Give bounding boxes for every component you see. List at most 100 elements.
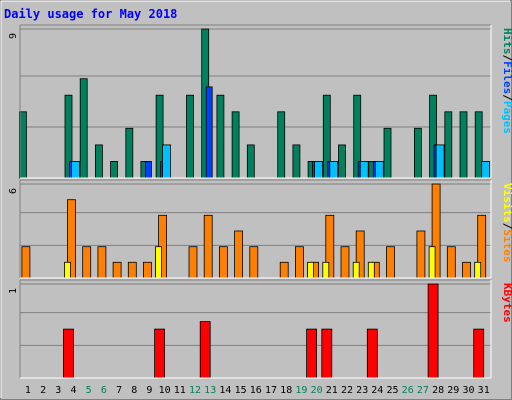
bar-hits-day-16 xyxy=(246,144,255,179)
x-tick-label-day-29: 29 xyxy=(447,385,459,396)
bar-hits-day-27 xyxy=(413,127,422,179)
bar-hits-day-12 xyxy=(186,94,194,179)
axis-legend-part: Visits xyxy=(501,183,512,223)
bar-hits-day-15 xyxy=(231,111,240,179)
x-tick-label-day-30: 30 xyxy=(462,385,474,396)
bar-kbytes-day-13 xyxy=(199,321,211,379)
bar-hits-day-22 xyxy=(338,144,346,179)
bar-visits-day-27 xyxy=(416,230,426,279)
x-tick-label-day-17: 17 xyxy=(265,385,277,396)
axis-legend-part: Hits xyxy=(501,28,512,55)
bar-hits-day-6 xyxy=(95,144,103,179)
bar-pages-day-24 xyxy=(374,160,384,179)
chart-title: Daily usage for May 2018 xyxy=(4,7,177,21)
axis-legend-part: Files xyxy=(501,61,512,94)
bar-hits-day-8 xyxy=(125,127,134,179)
bar-sites-day-10 xyxy=(155,246,163,279)
x-tick-label-day-9: 9 xyxy=(146,385,152,396)
x-tick-label-day-20: 20 xyxy=(311,385,323,396)
bar-pages-day-10 xyxy=(162,144,172,179)
bar-sites-day-24 xyxy=(367,261,375,279)
x-tick-label-day-12: 12 xyxy=(189,385,201,396)
x-tick-label-day-21: 21 xyxy=(326,385,338,396)
bar-visits-day-1 xyxy=(21,246,31,279)
x-tick-label-day-18: 18 xyxy=(280,385,292,396)
bar-visits-day-12 xyxy=(188,246,198,279)
x-tick-label-day-1: 1 xyxy=(25,385,31,396)
bar-visits-day-16 xyxy=(249,246,259,279)
x-tick-label-day-16: 16 xyxy=(250,385,262,396)
bar-hits-day-25 xyxy=(383,127,392,179)
bar-sites-day-20 xyxy=(307,261,315,279)
y-max-label-visits-sites: 6 xyxy=(8,188,19,194)
x-tick-label-day-31: 31 xyxy=(478,385,490,396)
x-tick-label-day-10: 10 xyxy=(159,385,171,396)
bar-kbytes-day-20 xyxy=(306,328,318,379)
bar-hits-day-5 xyxy=(79,78,88,179)
series-kbytes xyxy=(63,283,485,379)
bar-hits-day-30 xyxy=(459,111,468,179)
x-tick-label-day-24: 24 xyxy=(371,385,383,396)
bar-visits-day-22 xyxy=(340,246,350,279)
bar-sites-day-4 xyxy=(64,261,71,279)
x-axis-day-labels: 1 2 3 4 5 6 7 8 9 10 11 12 13 14 15 16 17 18 19 20 21 22 23 24 2… xyxy=(25,385,490,396)
bar-hits-day-19 xyxy=(292,144,301,179)
bar-hits-day-31 xyxy=(474,111,483,179)
bar-visits-day-18 xyxy=(279,261,289,279)
series-hits xyxy=(18,28,483,179)
bar-pages-day-31 xyxy=(481,160,491,179)
axis-legend-part: Pages xyxy=(501,101,512,134)
axis-legend-hits-files-pages: Hits/Files/Pages xyxy=(501,28,512,134)
series-pages xyxy=(71,144,491,179)
x-tick-label-day-15: 15 xyxy=(235,385,247,396)
bar-sites-day-28 xyxy=(428,246,436,279)
panel-kbytes: 1 KBytes xyxy=(8,279,512,379)
x-tick-label-day-2: 2 xyxy=(40,385,46,396)
bar-visits-day-13 xyxy=(203,214,213,279)
x-tick-label-day-6: 6 xyxy=(101,385,107,396)
x-tick-label-day-4: 4 xyxy=(70,385,76,396)
bar-visits-day-7 xyxy=(112,261,122,279)
y-max-label-hits-files-pages: 9 xyxy=(8,33,19,39)
bar-pages-day-20 xyxy=(314,160,324,179)
bar-visits-day-19 xyxy=(294,246,304,279)
axis-legend-part: KBytes xyxy=(501,283,512,323)
y-max-label-kbytes: 1 xyxy=(8,288,19,294)
x-tick-label-day-19: 19 xyxy=(295,385,307,396)
x-tick-label-day-28: 28 xyxy=(432,385,444,396)
axis-legend-part: / xyxy=(501,55,512,62)
bar-visits-day-6 xyxy=(97,246,107,279)
bar-kbytes-day-10 xyxy=(154,328,166,379)
x-tick-label-day-13: 13 xyxy=(204,385,216,396)
bar-visits-day-30 xyxy=(462,261,471,279)
bar-visits-day-14 xyxy=(218,246,228,279)
axis-legend-kbytes: KBytes xyxy=(501,283,512,323)
bar-visits-day-15 xyxy=(234,230,244,279)
panel-bg xyxy=(20,280,491,378)
x-tick-label-day-23: 23 xyxy=(356,385,368,396)
bar-hits-day-18 xyxy=(277,111,286,179)
bar-files-day-9 xyxy=(144,160,152,179)
bar-kbytes-day-4 xyxy=(63,328,74,379)
axis-legend-part: / xyxy=(501,94,512,101)
x-tick-label-day-26: 26 xyxy=(402,385,414,396)
bar-visits-day-9 xyxy=(142,261,152,279)
bar-pages-day-23 xyxy=(359,160,369,179)
bar-visits-day-25 xyxy=(386,246,395,279)
bar-visits-day-5 xyxy=(82,246,92,279)
axis-legend-part: Sites xyxy=(501,229,512,262)
bar-kbytes-day-21 xyxy=(321,328,333,379)
x-tick-label-day-22: 22 xyxy=(341,385,353,396)
panel-visits-sites: 6 Visits/Sites xyxy=(8,179,512,279)
bar-sites-day-23 xyxy=(352,261,360,279)
axis-legend-visits-sites: Visits/Sites xyxy=(501,183,512,263)
x-tick-label-day-27: 27 xyxy=(417,385,429,396)
bar-pages-day-4 xyxy=(71,160,80,179)
bar-files-day-13 xyxy=(205,86,213,179)
x-tick-label-day-3: 3 xyxy=(55,385,61,396)
bar-visits-day-29 xyxy=(446,246,456,279)
